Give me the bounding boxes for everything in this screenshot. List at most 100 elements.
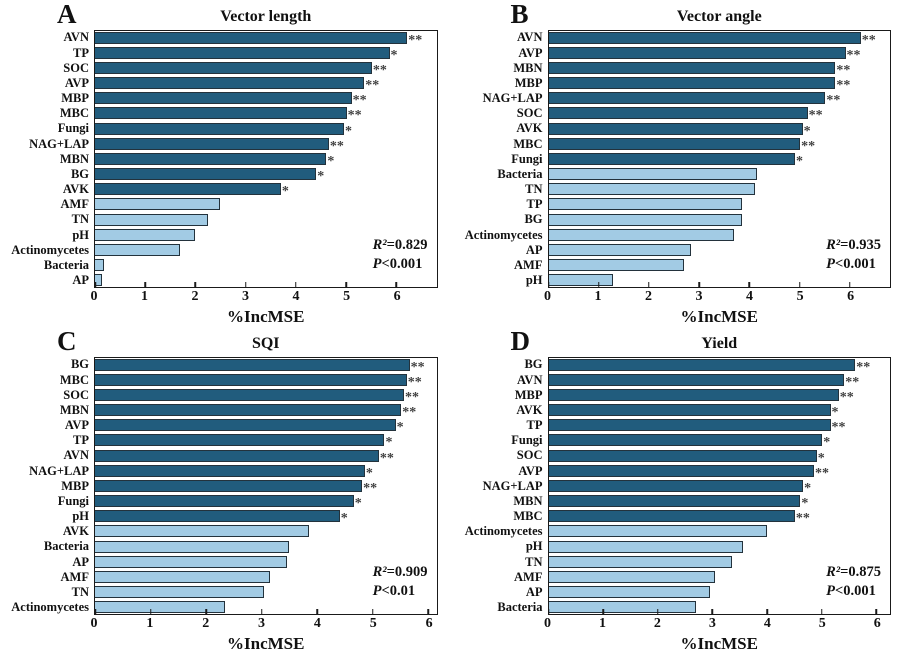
x-tick-label: 6 — [873, 616, 881, 631]
bar-row: SOC ** — [454, 106, 892, 123]
bar-row: AMF — [454, 258, 892, 273]
bar-category-label: BG — [524, 357, 543, 372]
bar-category-label: BG — [524, 212, 543, 227]
x-tick-label: 0 — [544, 616, 551, 631]
panel-title: Vector length — [220, 8, 312, 25]
bar-row: MBC ** — [454, 509, 892, 526]
bar-zone: ** — [94, 106, 438, 123]
bar-zone: ** — [94, 30, 438, 47]
bar-zone: ** — [547, 106, 892, 123]
bar-row: AVP ** — [454, 45, 892, 62]
bar-category-label: Fungi — [57, 493, 89, 508]
bar-category-label: pH — [525, 273, 543, 288]
bar-mbn — [94, 152, 327, 165]
x-tick-label: 5 — [343, 289, 351, 304]
bar-mbn — [94, 404, 402, 417]
bar-mbc — [94, 107, 347, 120]
bar-fungi — [547, 152, 796, 165]
bar-zone — [547, 524, 892, 539]
bar-ap — [547, 243, 692, 256]
bar-fungi — [94, 122, 345, 135]
bar-zone: * — [547, 448, 892, 465]
bar-row: AP — [0, 273, 438, 288]
bar-category-label: AVN — [63, 30, 89, 45]
x-axis-label: %IncMSE — [680, 634, 758, 653]
bar-ph — [94, 510, 340, 523]
bar-zone — [547, 600, 892, 615]
x-tick-label: 2 — [191, 289, 199, 304]
bar-zone: ** — [94, 91, 438, 108]
bar-category-label: Actinomycetes — [464, 227, 543, 242]
bar-category-label: AP — [72, 273, 89, 288]
bar-row: AVN ** — [0, 448, 438, 465]
bar-row: TP ** — [454, 418, 892, 435]
x-tick-label: 3 — [708, 616, 716, 631]
bar-row: TP * — [0, 433, 438, 450]
bar-zone — [547, 273, 892, 288]
model-stats: R²=0.875 P<0.001 — [826, 563, 881, 602]
panel-letter: A — [57, 0, 77, 29]
bar-category-label: Fungi — [511, 433, 543, 448]
r-squared-value: R²=0.829 — [372, 236, 428, 253]
panel-yield: D Yield BG ** AVN ** MBP ** AVK * TP ** Fungi * SOC *… — [454, 327, 907, 654]
bar-row: MBP ** — [454, 387, 892, 405]
bar-row: NAG+LAP * — [0, 463, 438, 481]
x-tick-label: 3 — [695, 289, 703, 304]
bar-category-label: MBC — [513, 509, 543, 524]
bar-row: AMF — [0, 569, 438, 584]
x-tick-label: 0 — [90, 289, 98, 304]
bar-category-label: AP — [525, 584, 543, 599]
x-tick-label: 1 — [594, 289, 602, 304]
bar-bacteria — [547, 601, 696, 614]
x-tick-label: 1 — [146, 616, 154, 631]
bar-row: MBC ** — [0, 106, 438, 123]
bar-category-label: AVN — [63, 448, 89, 463]
bar-category-label: TN — [71, 584, 89, 599]
x-tick-label: 2 — [202, 616, 210, 631]
bar-zone — [94, 539, 438, 554]
bar-row: Fungi * — [454, 433, 892, 450]
bar-category-label: MBC — [59, 106, 89, 121]
bar-row: Fungi * — [454, 151, 892, 169]
bar-row: AP — [0, 554, 438, 569]
bar-amf — [547, 570, 716, 583]
bar-zone — [94, 273, 438, 288]
bar-row: AMF — [0, 197, 438, 212]
bar-mbn — [547, 495, 801, 508]
bar-category-label: AP — [525, 242, 543, 257]
p-value: P<0.01 — [372, 583, 416, 600]
bar-amf — [547, 259, 684, 272]
panel-vector-angle: B Vector angle AVN ** AVP ** MBN ** MBP ** NAG+L… — [454, 0, 907, 327]
bar-row: BG ** — [0, 357, 438, 374]
x-tick-label: 1 — [141, 289, 148, 304]
bar-category-label: Actinomycetes — [464, 524, 543, 539]
bar-row: pH — [454, 539, 892, 554]
model-stats: R²=0.935 P<0.001 — [826, 236, 881, 275]
bar-zone: ** — [547, 45, 892, 62]
bar-zone: * — [547, 478, 892, 495]
bar-zone: * — [94, 182, 438, 199]
bar-zone: ** — [94, 60, 438, 77]
bar-row: Fungi * — [0, 121, 438, 138]
bar-zone: * — [94, 45, 438, 62]
bar-rows: BG ** AVN ** MBP ** AVK * TP ** Fungi * SOC * AVP ** NAG… — [454, 357, 892, 615]
bar-zone: ** — [94, 76, 438, 93]
bar-row: Bacteria — [454, 600, 892, 615]
bar-category-label: Bacteria — [497, 600, 543, 615]
bar-row: Actinomycetes — [454, 524, 892, 539]
r-squared-value: R²=0.935 — [826, 236, 881, 253]
x-axis: 0 1 2 3 4 5 6 — [91, 616, 438, 634]
bar-zone: ** — [94, 387, 438, 404]
bar-zone: * — [547, 403, 892, 420]
bar-row: AP — [454, 585, 892, 600]
bar-row: TN — [0, 585, 438, 600]
bar-row: AVN ** — [454, 372, 892, 389]
bar-category-label: Bacteria — [43, 539, 89, 554]
bar-category-label: Fungi — [511, 151, 543, 166]
bar-zone: ** — [94, 372, 438, 389]
bar-nag-lap — [547, 479, 804, 492]
x-tick-label: 4 — [763, 616, 771, 631]
panel-letter: B — [510, 0, 529, 29]
p-value: P<0.001 — [826, 583, 876, 600]
